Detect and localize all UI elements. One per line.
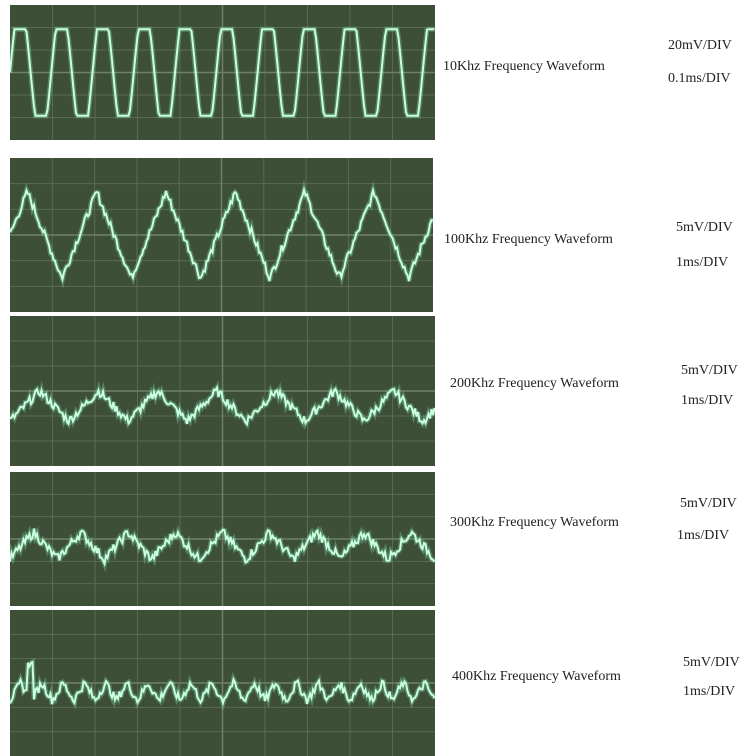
volts-per-div: 5mV/DIV bbox=[676, 220, 733, 236]
waveform-label: 200Khz Frequency Waveform bbox=[450, 376, 619, 392]
volts-per-div: 5mV/DIV bbox=[680, 496, 737, 512]
figure: 10Khz Frequency Waveform 20mV/DIV 0.1ms/… bbox=[0, 0, 751, 756]
volts-per-div: 5mV/DIV bbox=[681, 363, 738, 379]
waveform-label: 400Khz Frequency Waveform bbox=[452, 669, 621, 685]
waveform-label: 100Khz Frequency Waveform bbox=[444, 232, 613, 248]
time-per-div: 1ms/DIV bbox=[683, 684, 735, 700]
scope-screen bbox=[10, 5, 435, 140]
time-per-div: 0.1ms/DIV bbox=[668, 71, 731, 87]
volts-per-div: 5mV/DIV bbox=[683, 655, 740, 671]
scope-screen bbox=[10, 158, 433, 312]
volts-per-div: 20mV/DIV bbox=[668, 38, 732, 54]
time-per-div: 1ms/DIV bbox=[676, 255, 728, 271]
scope-screen bbox=[10, 610, 435, 756]
waveform-label: 10Khz Frequency Waveform bbox=[443, 59, 605, 75]
scope-screen bbox=[10, 472, 435, 606]
waveform-label: 300Khz Frequency Waveform bbox=[450, 515, 619, 531]
time-per-div: 1ms/DIV bbox=[677, 528, 729, 544]
scope-screen bbox=[10, 316, 435, 466]
time-per-div: 1ms/DIV bbox=[681, 393, 733, 409]
